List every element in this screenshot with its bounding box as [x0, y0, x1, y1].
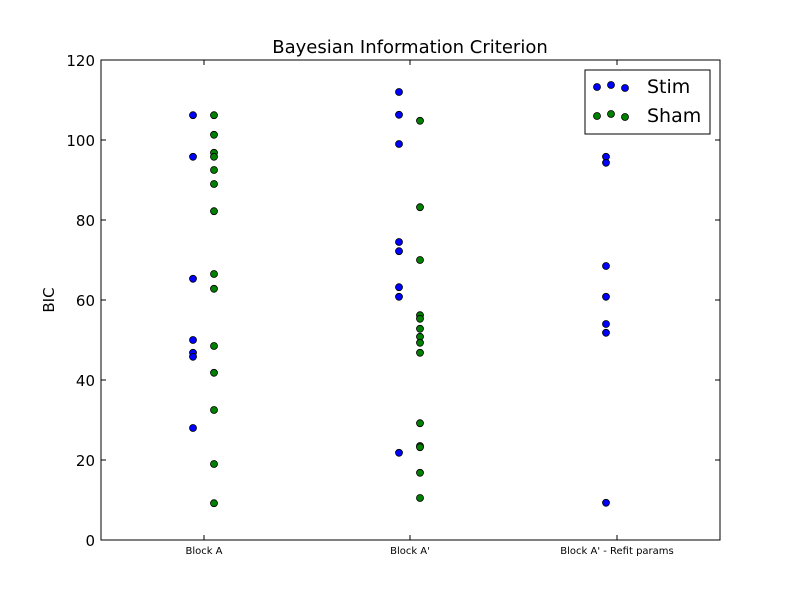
y-tick-label: 120: [66, 52, 95, 70]
legend-label-sham: Sham: [647, 105, 701, 127]
x-tick-label: Block A' - Refit params: [560, 546, 674, 557]
point-stim: [189, 111, 197, 120]
y-axis-label: BIC: [40, 287, 58, 312]
point-sham: [210, 284, 218, 293]
point-stim: [602, 328, 610, 337]
point-sham: [416, 116, 424, 125]
point-sham: [416, 256, 424, 264]
point-sham: [210, 180, 218, 188]
point-stim: [395, 292, 403, 301]
point-stim: [395, 110, 403, 119]
point-stim: [189, 424, 197, 432]
data-points: [189, 88, 610, 508]
point-stim: [395, 448, 403, 457]
point-stim: [395, 238, 403, 246]
point-stim: [602, 292, 610, 301]
point-sham: [416, 468, 424, 477]
point-sham: [210, 152, 218, 161]
y-tick-label: 100: [66, 132, 95, 150]
y-axis: 0 20 40 60 80 100 120: [66, 52, 720, 550]
point-sham: [210, 207, 218, 216]
plot-frame: [100, 59, 721, 541]
legend-box: [584, 69, 711, 135]
point-stim: [602, 498, 610, 507]
legend-marker-stim: [607, 81, 615, 89]
point-sham: [210, 166, 218, 174]
legend-marker-sham: [607, 110, 615, 118]
point-sham: [416, 324, 424, 333]
chart-title: Bayesian Information Criterion: [272, 37, 547, 58]
point-sham: [210, 342, 218, 350]
point-stim: [189, 152, 197, 161]
legend-marker-sham: [593, 112, 601, 120]
y-tick-label: 0: [85, 532, 95, 550]
y-tick-label: 40: [76, 372, 95, 390]
legend-label-stim: Stim: [647, 76, 690, 98]
legend-marker-stim: [593, 83, 601, 91]
point-stim: [602, 262, 610, 270]
point-stim: [189, 336, 197, 344]
point-sham: [210, 368, 218, 377]
point-sham: [416, 314, 424, 323]
point-sham: [416, 348, 424, 357]
point-sham: [416, 338, 424, 347]
y-tick-label: 20: [76, 452, 95, 470]
x-tick-label: Block A': [390, 546, 430, 557]
point-sham: [210, 499, 218, 508]
point-sham: [416, 419, 424, 428]
x-axis: Block A Block A' Block A' - Refit params: [185, 60, 674, 557]
point-stim: [395, 247, 403, 256]
x-tick-label: Block A: [185, 546, 222, 557]
y-tick-label: 80: [76, 212, 95, 230]
point-sham: [210, 460, 218, 468]
point-sham: [416, 203, 424, 212]
legend-marker-sham: [621, 113, 629, 121]
point-sham: [416, 443, 424, 452]
point-sham: [210, 130, 218, 139]
point-sham: [210, 270, 218, 278]
point-stim: [602, 158, 610, 167]
legend-marker-stim: [621, 84, 629, 92]
point-stim: [189, 352, 197, 361]
point-stim: [395, 140, 403, 148]
point-sham: [416, 494, 424, 502]
legend: Stim Sham: [584, 69, 711, 135]
point-stim: [395, 283, 403, 292]
point-sham: [210, 111, 218, 120]
point-sham: [210, 406, 218, 414]
point-stim: [189, 274, 197, 283]
point-stim: [395, 88, 403, 96]
y-tick-label: 60: [76, 292, 95, 310]
point-stim: [602, 320, 610, 328]
